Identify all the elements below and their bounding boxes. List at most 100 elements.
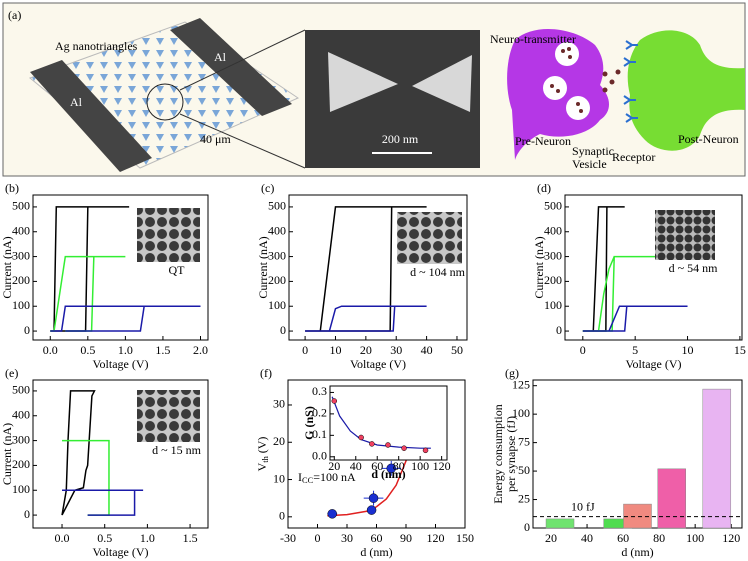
- iv-curve: [582, 305, 688, 332]
- x-tick-label: 0.0: [55, 531, 70, 545]
- x-tick-label: 20: [360, 343, 372, 357]
- panel-label: (b): [5, 181, 19, 195]
- x-tick-label: 30: [341, 531, 353, 545]
- data-point: [327, 509, 337, 519]
- x-tick-label: 0.0: [43, 343, 58, 357]
- inset-label: d ~ 104 nm: [410, 265, 465, 279]
- data-point: [366, 505, 377, 515]
- panel-label: (g): [505, 366, 519, 380]
- nanotriangle: [412, 55, 472, 112]
- data-point: [369, 441, 375, 447]
- shape: [561, 49, 565, 53]
- shape: [602, 87, 608, 93]
- inset-y-label: G (nS): [302, 406, 316, 440]
- x-tick-label: 40: [350, 459, 362, 473]
- y-tick-label: 300: [544, 248, 562, 262]
- bar: [545, 518, 575, 529]
- x-tick-label: 40: [421, 343, 433, 357]
- y-tick-label: 300: [268, 248, 286, 262]
- y-tick-label: 400: [12, 408, 30, 422]
- y-tick-label: 100: [12, 298, 30, 312]
- y-tick-label: 100: [512, 406, 530, 420]
- x-axis-label: Voltage (V): [92, 357, 148, 371]
- data-point: [386, 463, 396, 474]
- nanotriangle: [328, 52, 398, 112]
- vesicle: [555, 42, 579, 66]
- bar: [702, 388, 732, 529]
- x-tick-label: 80: [653, 531, 665, 545]
- label: Neuro-transmitter: [490, 32, 576, 46]
- y-tick-label: 50: [518, 463, 530, 477]
- x-tick-label: 120: [722, 531, 740, 545]
- x-tick-label: 60: [371, 531, 383, 545]
- iv-curve: [61, 390, 96, 516]
- y-tick-label: 10: [273, 471, 285, 485]
- x-tick-label: 40: [581, 531, 593, 545]
- data-point: [358, 434, 364, 441]
- x-tick-label: 0: [302, 343, 308, 357]
- x-tick-label: 60: [371, 459, 383, 473]
- y-tick-label: 0: [280, 323, 286, 337]
- panel-label: (d): [537, 181, 551, 195]
- data-point: [422, 447, 429, 454]
- shape: [556, 89, 560, 93]
- y-tick-label: 25: [518, 491, 530, 505]
- electrode: [30, 60, 152, 172]
- post-neuron: [627, 30, 745, 151]
- y-axis-label: Current (nA): [0, 236, 14, 298]
- x-tick-label: 60: [617, 531, 629, 545]
- x-tick-label: 10: [682, 343, 694, 357]
- shape: [579, 109, 583, 113]
- panel-label: (e): [5, 366, 18, 380]
- x-axis-label: d (nm): [621, 545, 653, 559]
- plot-frame: [329, 385, 448, 461]
- inset-image: [137, 390, 200, 442]
- y-tick-label: 30: [273, 397, 285, 411]
- x-tick-label: 20: [328, 459, 340, 473]
- y-axis-label: per synapse (fJ): [504, 416, 518, 492]
- y-tick-label: 0: [24, 323, 30, 337]
- inset-label: d ~ 15 nm: [152, 443, 201, 457]
- y-tick-label: 100: [544, 298, 562, 312]
- y-tick-label: 300: [12, 248, 30, 262]
- y-axis-label: Current (nA): [256, 236, 270, 298]
- x-tick-label: -30: [280, 531, 296, 545]
- x-tick-label: 150: [456, 531, 474, 545]
- y-tick-label: 400: [544, 223, 562, 237]
- y-tick-label: 20: [273, 434, 285, 448]
- shape: [625, 113, 638, 123]
- label: Receptor: [612, 150, 655, 164]
- data-point: [368, 493, 379, 503]
- data-point: [385, 442, 391, 448]
- shape: [609, 79, 615, 85]
- y-axis-label: Energy consumption: [491, 404, 505, 503]
- x-tick-label: 1.5: [183, 531, 198, 545]
- x-tick-label: 0.5: [80, 343, 95, 357]
- y-tick-label: 0.2: [312, 406, 327, 420]
- x-tick-label: 10: [329, 343, 341, 357]
- label: Post-Neuron: [678, 132, 739, 146]
- scale-label: 40 μm: [200, 132, 231, 146]
- inset-image: [397, 212, 462, 264]
- x-tick-label: 100: [411, 459, 429, 473]
- x-axis-label: Voltage (V): [350, 357, 406, 371]
- y-tick-label: 0.0: [312, 449, 327, 463]
- data-point: [401, 445, 407, 451]
- shape: [568, 55, 572, 59]
- y-tick-label: 0: [279, 509, 285, 523]
- y-tick-label: 500: [268, 199, 286, 213]
- x-tick-label: 100: [686, 531, 704, 545]
- x-tick-label: 0.5: [97, 531, 112, 545]
- y-tick-label: 400: [12, 223, 30, 237]
- y-tick-label: 0: [556, 323, 562, 337]
- y-tick-label: 200: [268, 273, 286, 287]
- label: Pre-Neuron: [515, 134, 571, 148]
- y-axis-label-sub: th: [261, 455, 270, 462]
- x-tick-label: 90: [400, 531, 412, 545]
- shape: [602, 71, 608, 77]
- x-tick-label: 5: [632, 343, 638, 357]
- y-tick-label: 400: [268, 223, 286, 237]
- neurotransmitters: [550, 47, 621, 113]
- inset-label: d ~ 54 nm: [669, 261, 718, 275]
